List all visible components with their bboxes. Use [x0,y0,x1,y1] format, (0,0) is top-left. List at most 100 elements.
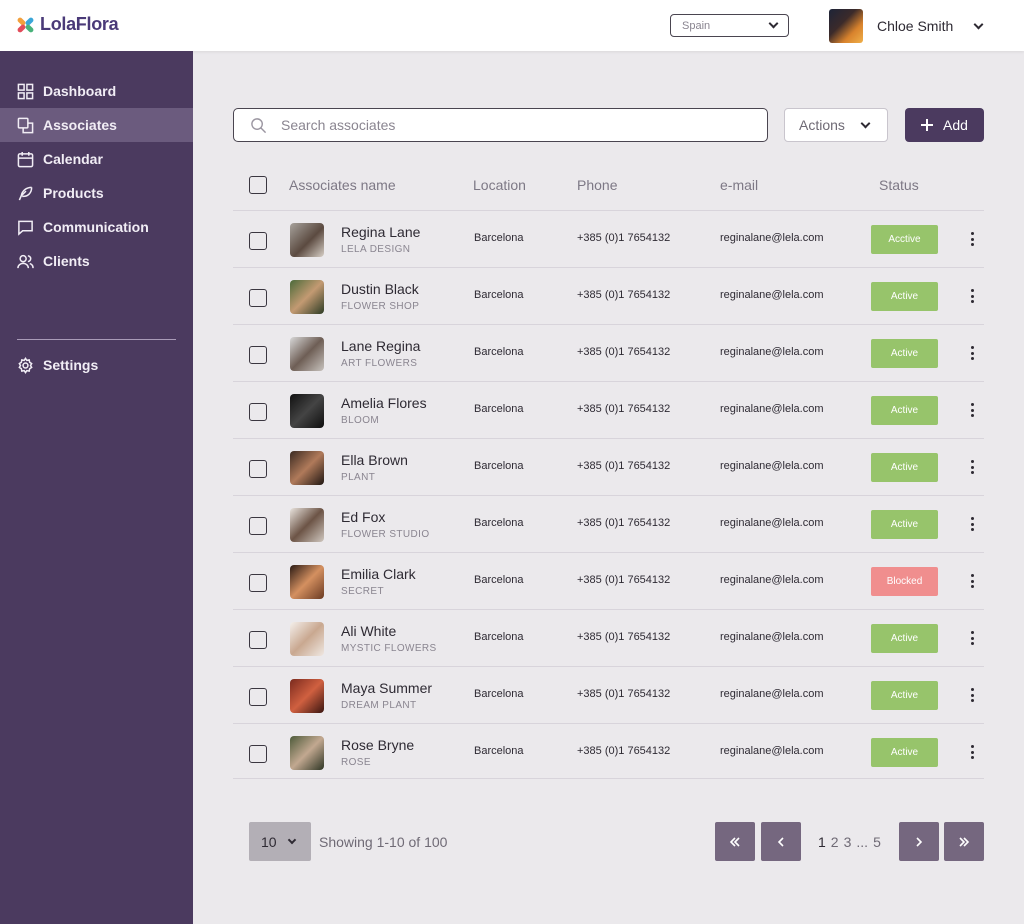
table-row[interactable]: Lane Regina ART FLOWERS Barcelona +385 (0)1… [233,324,984,381]
search-box[interactable] [233,108,768,142]
column-header-phone[interactable]: Phone [577,177,618,193]
actions-dropdown[interactable]: Actions [784,108,888,142]
sidebar-item-label: Calendar [43,151,103,167]
next-page-button[interactable] [899,822,939,861]
sidebar-item-communication[interactable]: Communication [0,210,193,244]
associate-avatar [290,736,324,770]
table-row[interactable]: Regina Lane LELA DESIGN Barcelona +385 (0)1… [233,210,984,267]
table-row[interactable]: Amelia Flores BLOOM Barcelona +385 (0)1 765… [233,381,984,438]
sidebar-item-dashboard[interactable]: Dashboard [0,74,193,108]
table-row[interactable]: Dustin Black FLOWER SHOP Barcelona +385 (0)… [233,267,984,324]
associate-avatar [290,280,324,314]
more-options-icon[interactable] [970,346,974,360]
associate-name[interactable]: Amelia Flores [341,395,427,411]
associate-name[interactable]: Dustin Black [341,281,419,297]
copy-icon [17,117,34,133]
page-link-3[interactable]: 3 [843,834,852,850]
associate-phone: +385 (0)1 7654132 [577,232,671,244]
more-options-icon[interactable] [970,631,974,645]
table-row[interactable]: Ella Brown PLANT Barcelona +385 (0)1 765413… [233,438,984,495]
associate-location: Barcelona [474,460,524,472]
associate-location: Barcelona [474,745,524,757]
last-page-button[interactable] [944,822,984,861]
row-checkbox[interactable] [249,346,267,364]
brand-name: LolaFlora [40,14,119,34]
column-header-email[interactable]: e-mail [720,177,759,193]
row-checkbox[interactable] [249,403,267,421]
per-page-select[interactable]: 10 [249,822,311,861]
row-checkbox[interactable] [249,631,267,649]
more-options-icon[interactable] [970,232,974,246]
associate-location: Barcelona [474,346,524,358]
sidebar-item-label: Dashboard [43,83,117,99]
page-link-1[interactable]: 1 [818,834,826,850]
row-checkbox[interactable] [249,745,267,763]
more-options-icon[interactable] [970,745,974,759]
sidebar-item-calendar[interactable]: Calendar [0,142,193,176]
row-checkbox[interactable] [249,574,267,592]
associate-email: reginalane@lela.com [720,745,824,757]
page-link-2[interactable]: 2 [830,834,839,850]
search-input[interactable] [281,117,741,133]
associate-name[interactable]: Maya Summer [341,680,433,696]
sidebar-item-associates[interactable]: Associates [0,108,193,142]
table-row[interactable]: Emilia Clark SECRET Barcelona +385 (0)1 765… [233,552,984,609]
sidebar-item-label: Associates [43,117,117,133]
associate-company: ART FLOWERS [341,358,418,369]
associate-email: reginalane@lela.com [720,574,824,586]
column-header-location[interactable]: Location [473,177,526,193]
row-checkbox[interactable] [249,289,267,307]
chevron-down-icon [860,118,871,128]
row-checkbox[interactable] [249,460,267,478]
associate-name[interactable]: Ella Brown [341,452,408,468]
select-all-checkbox[interactable] [249,176,267,194]
associate-company: MYSTIC FLOWERS [341,643,437,654]
row-checkbox[interactable] [249,517,267,535]
associate-company: ROSE [341,757,371,768]
more-options-icon[interactable] [970,517,974,531]
associate-avatar [290,337,324,371]
associate-name[interactable]: Ali White [341,623,397,639]
status-badge: Active [871,282,938,311]
sidebar-item-label: Communication [43,219,149,235]
sidebar-item-products[interactable]: Products [0,176,193,210]
associate-company: PLANT [341,472,376,483]
associate-name[interactable]: Rose Bryne [341,737,415,753]
more-options-icon[interactable] [970,574,974,588]
column-header-name[interactable]: Associates name [289,177,396,193]
status-badge: Active [871,738,938,767]
more-options-icon[interactable] [970,403,974,417]
row-checkbox[interactable] [249,232,267,250]
associate-name[interactable]: Regina Lane [341,224,421,240]
row-checkbox[interactable] [249,688,267,706]
associate-avatar [290,679,324,713]
country-select[interactable]: Spain [670,14,789,37]
sidebar-item-clients[interactable]: Clients [0,244,193,278]
associate-location: Barcelona [474,517,524,529]
more-options-icon[interactable] [970,688,974,702]
first-page-button[interactable] [715,822,755,861]
table-row[interactable]: Ed Fox FLOWER STUDIO Barcelona +385 (0)1 76… [233,495,984,552]
column-header-status[interactable]: Status [879,177,919,193]
brand-logo[interactable]: LolaFlora [16,14,119,35]
grid-icon [17,83,34,99]
table-row[interactable]: Ali White MYSTIC FLOWERS Barcelona +385 (0)… [233,609,984,666]
user-name: Chloe Smith [877,18,954,34]
associate-name[interactable]: Lane Regina [341,338,421,354]
table-row[interactable]: Maya Summer DREAM PLANT Barcelona +385 (0)1… [233,666,984,723]
page-link-5[interactable]: 5 [873,834,881,850]
more-options-icon[interactable] [970,460,974,474]
per-page-value: 10 [261,833,277,850]
table-row[interactable]: Rose Bryne ROSE Barcelona +385 (0)1 7654132… [233,723,984,780]
add-button[interactable]: Add [905,108,984,142]
associate-company: DREAM PLANT [341,700,417,711]
user-menu[interactable]: Chloe Smith [829,9,984,43]
more-options-icon[interactable] [970,289,974,303]
sidebar-item-settings[interactable]: Settings [0,348,193,382]
feather-icon [18,186,33,200]
previous-page-button[interactable] [761,822,801,861]
chevron-down-icon[interactable] [973,19,984,29]
associate-name[interactable]: Ed Fox [341,509,386,525]
associate-name[interactable]: Emilia Clark [341,566,416,582]
top-header: LolaFlora Spain Chloe Smith [0,0,1024,51]
